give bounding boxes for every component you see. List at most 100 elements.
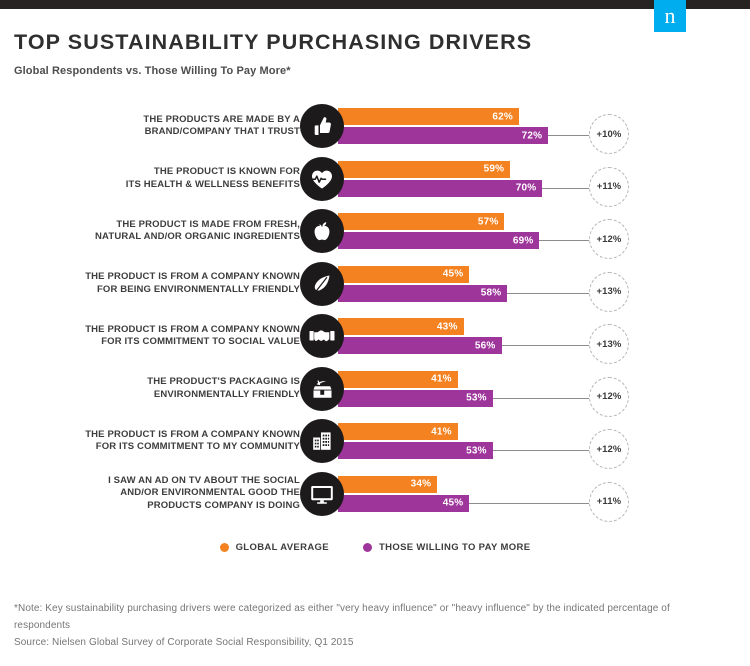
connector-line — [492, 397, 589, 399]
chart-row: THE PRODUCT IS FROM A COMPANY KNOWN FOR I… — [0, 310, 750, 364]
row-label: THE PRODUCT IS MADE FROM FRESH, NATURAL A… — [20, 205, 300, 257]
row-label: THE PRODUCTS ARE MADE BY A BRAND/COMPANY … — [20, 100, 300, 152]
page-subtitle: Global Respondents vs. Those Willing To … — [14, 65, 291, 77]
leaf-icon — [300, 261, 344, 306]
bar-value-label: 70% — [515, 182, 537, 194]
chart-row: THE PRODUCT IS MADE FROM FRESH, NATURAL A… — [0, 205, 750, 259]
nielsen-logo: n — [654, 0, 686, 32]
legend-label: GLOBAL AVERAGE — [235, 542, 329, 553]
chart-row: THE PRODUCT IS FROM A COMPANY KNOWN FOR B… — [0, 258, 750, 312]
bar-value-label: 53% — [466, 392, 487, 404]
row-label-line: BRAND/COMPANY THAT I TRUST — [144, 126, 300, 137]
row-label: THE PRODUCT IS FROM A COMPANY KNOWN FOR B… — [20, 258, 300, 310]
difference-badge: +13% — [589, 271, 629, 312]
bar-willing-to-pay-more: 45% — [338, 494, 470, 512]
difference-badge: +12% — [589, 376, 629, 417]
row-label-line: AND/OR ENVIRONMENTAL GOOD THE — [120, 487, 300, 499]
connector-line — [507, 292, 589, 294]
row-label-line: FOR ITS COMMITMENT TO SOCIAL VALUE — [101, 336, 300, 347]
bar-group: 57% 69% — [338, 213, 540, 249]
bar-global-average: 41% — [338, 370, 458, 388]
bar-value-label: 59% — [483, 163, 505, 175]
row-label-line: FOR ITS COMMITMENT TO MY COMMUNITY — [95, 441, 300, 452]
thumbs-up-icon — [300, 104, 344, 148]
row-label-line: PRODUCTS COMPANY IS DOING — [147, 499, 300, 511]
row-label-line: NATURAL AND/OR ORGANIC INGREDIENTS — [95, 231, 300, 242]
buildings-icon — [300, 419, 344, 463]
connector-line — [469, 502, 589, 504]
row-label: THE PRODUCT IS KNOWN FOR ITS HEALTH & WEL… — [20, 153, 300, 205]
row-label-line: I SAW AN AD ON TV ABOUT THE SOCIAL — [108, 474, 300, 486]
bar-group: 34% 45% — [338, 475, 470, 512]
bar-willing-to-pay-more: 53% — [338, 442, 493, 459]
row-label: THE PRODUCT'S PACKAGING IS ENVIRONMENTALL… — [20, 363, 300, 415]
bar-global-average: 57% — [338, 213, 505, 230]
difference-badge: +12% — [589, 219, 629, 259]
bar-group: 41% 53% — [338, 423, 493, 459]
bar-global-average: 43% — [338, 318, 464, 335]
bar-value-label: 43% — [436, 321, 458, 332]
chart-legend: GLOBAL AVERAGE THOSE WILLING TO PAY MORE — [0, 542, 750, 553]
connector-line — [501, 345, 589, 346]
difference-badge: +11% — [589, 481, 629, 522]
page-title: TOP SUSTAINABILITY PURCHASING DRIVERS — [14, 30, 533, 54]
row-label-line: ITS HEALTH & WELLNESS BENEFITS — [125, 178, 300, 190]
bar-value-label: 41% — [431, 426, 452, 437]
apple-icon — [300, 209, 344, 253]
bar-willing-to-pay-more: 56% — [338, 337, 502, 354]
note-source: Source: Nielsen Global Survey of Corpora… — [14, 637, 354, 648]
tv-monitor-icon — [300, 471, 344, 516]
bar-global-average: 45% — [338, 265, 470, 283]
row-label-line: ENVIRONMENTALLY FRIENDLY — [153, 388, 300, 400]
connector-line — [548, 135, 589, 136]
difference-badge: +13% — [589, 324, 629, 364]
heart-pulse-icon — [300, 156, 344, 201]
row-label-line: THE PRODUCTS ARE MADE BY A — [143, 113, 300, 125]
difference-badge: +12% — [589, 429, 629, 469]
bar-willing-to-pay-more: 72% — [338, 127, 549, 144]
circle-dot-icon — [219, 543, 229, 552]
bar-global-average: 62% — [338, 108, 520, 125]
bar-value-label: 57% — [477, 216, 499, 227]
handshake-icon — [300, 314, 344, 358]
note-methodology: *Note: Key sustainability purchasing dri… — [14, 603, 670, 631]
bar-value-label: 45% — [442, 497, 464, 509]
row-label: THE PRODUCT IS FROM A COMPANY KNOWN FOR I… — [20, 415, 300, 467]
bar-willing-to-pay-more: 58% — [338, 284, 508, 302]
connector-line — [539, 240, 589, 241]
bar-global-average: 41% — [338, 423, 458, 440]
row-label-line: THE PRODUCT IS KNOWN FOR — [153, 166, 300, 177]
bar-group: 43% 56% — [338, 318, 502, 354]
bar-group: 45% 58% — [338, 265, 508, 302]
bar-value-label: 69% — [512, 235, 534, 246]
bar-willing-to-pay-more: 53% — [338, 389, 493, 407]
row-label: I SAW AN AD ON TV ABOUT THE SOCIAL AND/OR… — [20, 468, 300, 520]
row-label-line: THE PRODUCT'S PACKAGING IS — [147, 376, 300, 387]
chart-row: THE PRODUCTS ARE MADE BY A BRAND/COMPANY … — [0, 100, 750, 154]
bar-group: 41% 53% — [338, 370, 493, 407]
legend-label: THOSE WILLING TO PAY MORE — [378, 542, 531, 553]
chart-row: THE PRODUCT IS KNOWN FOR ITS HEALTH & WEL… — [0, 153, 750, 207]
bar-chart: THE PRODUCTS ARE MADE BY A BRAND/COMPANY … — [0, 100, 750, 530]
bar-value-label: 41% — [431, 373, 452, 385]
package-box-icon — [300, 366, 344, 411]
row-label-line: THE PRODUCT IS FROM A COMPANY KNOWN — [85, 428, 300, 440]
bar-value-label: 62% — [492, 111, 514, 122]
difference-badge: +10% — [589, 114, 629, 154]
chart-row: I SAW AN AD ON TV ABOUT THE SOCIAL AND/OR… — [0, 468, 750, 522]
bar-value-label: 56% — [474, 340, 496, 351]
row-label-line: THE PRODUCT IS FROM A COMPANY KNOWN — [85, 323, 300, 335]
header-accent-bar — [0, 0, 750, 9]
bar-value-label: 72% — [521, 130, 543, 141]
bar-group: 62% 72% — [338, 108, 549, 144]
bar-willing-to-pay-more: 70% — [338, 179, 543, 197]
row-label-line: FOR BEING ENVIRONMENTALLY FRIENDLY — [96, 283, 300, 295]
connector-line — [542, 187, 589, 189]
bar-willing-to-pay-more: 69% — [338, 232, 540, 249]
bar-value-label: 58% — [480, 287, 502, 299]
row-label-line: THE PRODUCT IS FROM A COMPANY KNOWN — [85, 271, 300, 282]
legend-item-global-average: GLOBAL AVERAGE — [219, 542, 329, 553]
legend-item-willing-to-pay-more: THOSE WILLING TO PAY MORE — [362, 542, 531, 553]
bar-global-average: 34% — [338, 475, 438, 493]
bar-value-label: 34% — [410, 478, 432, 490]
